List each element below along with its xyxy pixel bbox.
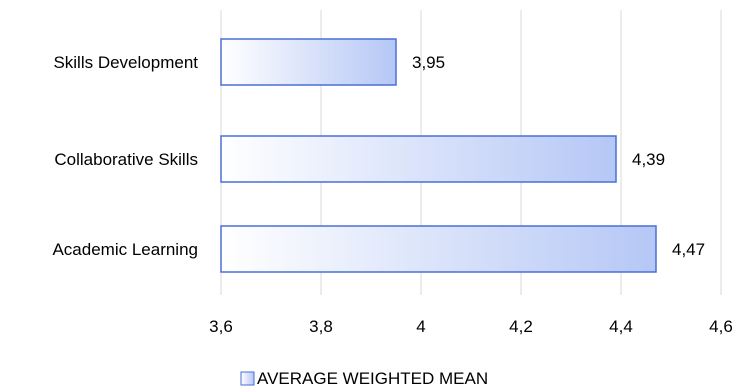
legend: AVERAGE WEIGHTED MEAN [240, 369, 488, 388]
value-label: 3,95 [412, 53, 445, 72]
category-label: Skills Development [53, 53, 198, 72]
x-tick-label: 4,4 [609, 317, 633, 336]
x-axis-tick-labels: 3,6 3,8 4 4,2 4,4 4,6 [209, 317, 733, 336]
bar [220, 38, 397, 86]
bars [220, 38, 657, 273]
value-label: 4,47 [672, 240, 705, 259]
value-labels: 3,95 4,39 4,47 [412, 53, 705, 259]
x-tick-label: 4,2 [509, 317, 533, 336]
category-label: Academic Learning [52, 240, 198, 259]
category-labels: Skills Development Collaborative Skills Ac… [52, 53, 198, 259]
bar [220, 225, 657, 273]
legend-swatch [240, 371, 255, 386]
value-label: 4,39 [632, 150, 665, 169]
x-tick-label: 3,6 [209, 317, 233, 336]
x-tick-label: 4,6 [709, 317, 733, 336]
bar [220, 135, 617, 183]
category-label: Collaborative Skills [54, 150, 198, 169]
x-tick-label: 3,8 [309, 317, 333, 336]
legend-label: AVERAGE WEIGHTED MEAN [257, 369, 488, 388]
x-tick-label: 4 [416, 317, 425, 336]
